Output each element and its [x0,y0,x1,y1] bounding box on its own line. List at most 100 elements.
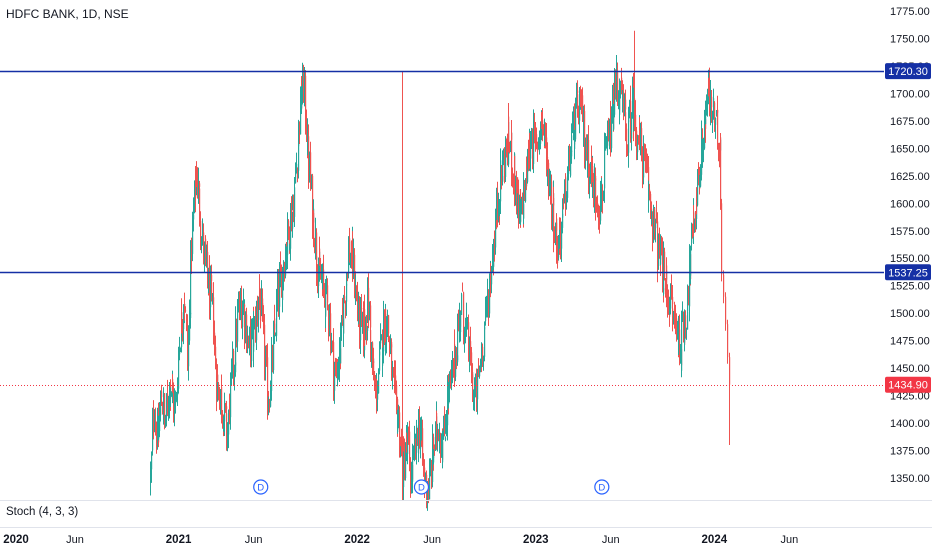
candle-body [650,193,652,208]
candle-body [372,342,374,362]
candle-body [554,234,556,240]
candle-body [714,119,716,121]
candle-body [254,318,256,328]
candle-body [550,179,552,196]
candle-body [712,115,714,123]
candle-body [403,444,405,488]
candle-body [672,308,674,317]
y-tick-label: 1700.00 [890,88,930,100]
candle-body [260,295,262,322]
candle-body [215,346,217,369]
candle-body [399,412,401,449]
candle-body [279,276,281,307]
candle-body [400,439,402,444]
candle-body [679,329,681,363]
candle-body [229,398,231,417]
candle-body [370,305,372,328]
candle-body [659,238,661,257]
candle-body [539,138,541,140]
candle-body [663,256,665,295]
candle-body [689,253,691,307]
candle-body [463,316,465,339]
x-tick-label: 2023 [523,534,549,546]
candle-body [440,434,442,450]
candle-body [566,199,568,203]
candle-body [241,304,243,327]
candle-body [555,235,557,243]
candle-body [203,232,205,256]
candle-body [328,325,330,327]
candle-body [488,297,490,313]
candle-body [384,311,386,345]
candle-body [285,252,287,276]
candle-body [612,97,614,122]
candle-body [571,135,573,152]
x-tick-label: Jun [602,534,620,546]
candle-body [619,89,621,115]
candle-body [393,369,395,376]
candle-body [358,298,360,318]
candle-body [569,149,571,171]
y-tick-label: 1425.00 [890,391,930,403]
candle-body [514,156,516,196]
candle-body [489,281,491,314]
candle-body [182,324,184,327]
candle-body [714,102,716,122]
candle-body [540,122,542,144]
y-tick-label: 1650.00 [890,143,930,155]
candle-body [496,194,498,219]
candle-body [189,313,191,341]
candle-body [633,96,635,131]
candle-body [331,340,333,348]
candle-body [249,329,251,347]
candle-body [498,206,500,210]
candle-body [218,383,220,398]
candle-body [473,391,475,398]
candle-body [598,214,600,217]
x-tick-label: 2021 [166,534,192,546]
candle-body [213,297,215,339]
candle-body [604,147,606,172]
candle-body [392,369,394,376]
candle-body [339,346,341,371]
candle-body [461,294,463,315]
candle-body [247,335,249,346]
candle-body [411,469,413,487]
stochastic-indicator-label[interactable]: Stoch (4, 3, 3) [6,506,79,518]
candle-body [685,315,687,332]
candle-body [248,340,250,344]
candle-body [204,242,206,257]
x-tick-label: Jun [423,534,441,546]
candle-body [618,95,620,106]
candle-body [159,412,161,432]
candle-body [359,298,361,336]
candle-body [211,282,213,294]
candle-body [380,336,382,344]
candle-body [462,290,464,292]
candle-body [588,140,590,179]
candle-body [220,394,222,404]
candle-body [494,243,496,251]
candle-body [207,251,209,278]
candle-body [361,307,363,310]
candle-body [492,256,494,272]
candle-body [398,413,400,422]
candle-body [688,291,690,304]
candle-body [178,360,180,389]
candle-body [655,220,657,229]
candle-body [261,294,263,316]
candle-body [165,417,167,420]
candle-body [721,203,723,275]
candle-body [325,280,327,316]
candle-body [665,281,667,283]
candle-body [467,320,469,322]
candle-body [274,318,276,330]
candle-body [442,439,444,463]
candle-body [520,210,522,222]
candle-body [309,155,311,173]
candle-body [313,212,315,245]
candlestick-series [150,30,731,511]
candle-body [237,310,239,342]
candle-body [522,198,524,206]
